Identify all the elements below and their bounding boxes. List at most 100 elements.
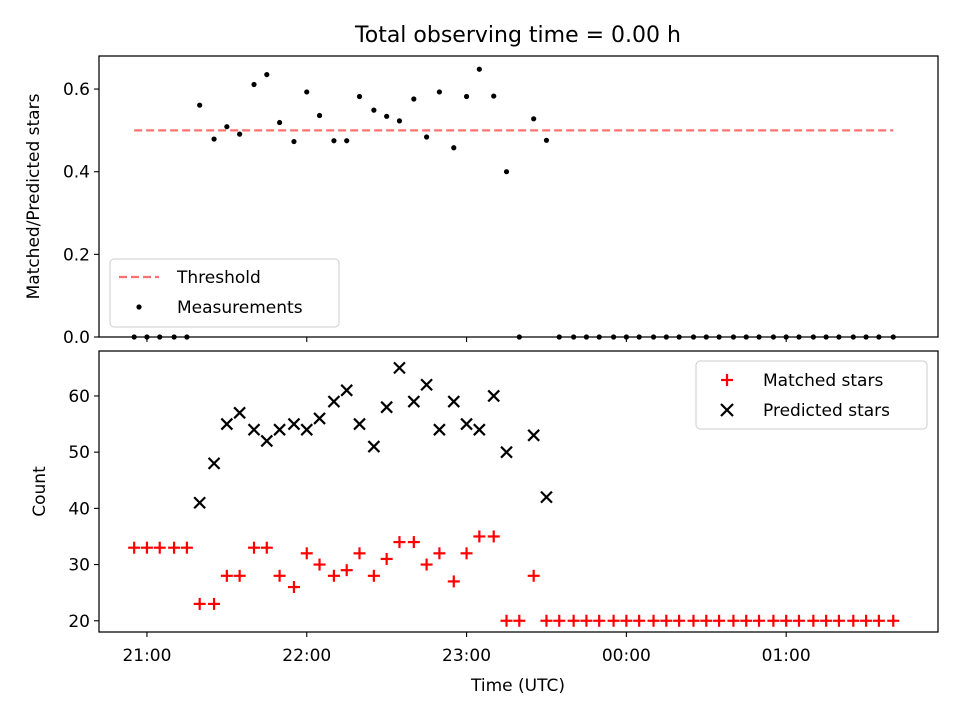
bottom-y-tick-label: 40 xyxy=(68,499,90,519)
predicted-legend-label: Predicted stars xyxy=(763,401,890,421)
matched-star-point xyxy=(193,597,206,610)
matched-star-point xyxy=(633,614,646,627)
predicted-star-point xyxy=(487,389,501,403)
matched-star-point xyxy=(233,569,246,582)
measurement-point xyxy=(503,169,510,175)
measurement-point xyxy=(344,138,350,144)
matched-star-point xyxy=(620,614,633,627)
predicted-star-point xyxy=(273,423,286,436)
x-tick-label: 22:00 xyxy=(282,646,331,666)
bottom-panel: 20 30 40 50 60 21:00 22:00 23:00 00:00 01:00 Coun… xyxy=(30,350,939,666)
matched-star-point xyxy=(460,547,473,560)
matched-star-point xyxy=(393,536,406,549)
predicted-star-point xyxy=(233,406,246,420)
matched-star-point xyxy=(767,614,780,627)
top-legend-box xyxy=(109,258,340,328)
matched-star-point xyxy=(327,569,340,582)
bottom-y-tick-label: 30 xyxy=(68,556,90,576)
matched-star-point xyxy=(433,547,446,560)
matched-star-point xyxy=(872,614,885,627)
x-tick-label: 23:00 xyxy=(442,646,491,666)
matched-star-point xyxy=(128,541,141,554)
matched-star-point xyxy=(580,614,593,627)
x-tick-label: 01:00 xyxy=(762,646,811,666)
predicted-star-point xyxy=(433,423,446,436)
measurement-point xyxy=(371,107,377,113)
measurement-point xyxy=(491,93,497,99)
matched-star-point xyxy=(860,614,873,627)
matched-star-point xyxy=(380,552,393,565)
chart-title: Total observing time = 0.00 h xyxy=(354,23,681,48)
predicted-star-point xyxy=(420,378,433,391)
threshold-legend-label: Threshold xyxy=(176,268,261,288)
predicted-star-point xyxy=(500,445,513,459)
predicted-star-point xyxy=(473,423,486,436)
matched-star-point xyxy=(647,614,660,627)
predicted-star-point xyxy=(207,457,221,470)
matched-star-point xyxy=(660,614,673,627)
measurement-point xyxy=(424,134,430,140)
top-y-axis-label: Matched/Predicted stars xyxy=(24,93,44,299)
matched-star-point xyxy=(500,614,513,627)
matched-star-point xyxy=(792,614,805,627)
measurements-legend-label: Measurements xyxy=(177,298,303,318)
top-y-tick-label: 0.0 xyxy=(63,328,90,348)
predicted-star-point xyxy=(527,429,540,442)
measurement-point xyxy=(384,113,390,119)
top-legend: Threshold Measurements xyxy=(109,258,340,328)
matched-star-point xyxy=(340,564,353,577)
bottom-y-tick-label: 50 xyxy=(68,443,90,463)
measurement-point xyxy=(304,89,310,95)
matched-star-point xyxy=(260,541,273,554)
matched-legend-label: Matched stars xyxy=(763,371,883,391)
matched-star-point xyxy=(220,569,233,582)
matched-star-point xyxy=(727,614,740,627)
matched-legend-swatch xyxy=(721,374,733,386)
matched-star-point xyxy=(553,614,566,627)
predicted-star-point xyxy=(353,417,366,431)
predicted-star-point xyxy=(260,434,274,448)
x-tick-label: 00:00 xyxy=(602,646,651,666)
measurement-point xyxy=(251,81,257,88)
top-y-tick-label: 0.6 xyxy=(63,80,90,100)
bottom-y-axis-label: Count xyxy=(30,466,50,517)
predicted-star-point xyxy=(393,361,406,375)
matched-star-point xyxy=(447,575,460,588)
matched-star-point xyxy=(487,530,500,543)
matched-star-point xyxy=(740,614,753,627)
matched-star-point xyxy=(273,569,286,582)
measurement-point xyxy=(356,93,363,100)
matched-star-point xyxy=(700,614,713,627)
matched-star-point xyxy=(753,614,766,627)
matched-star-point xyxy=(527,569,540,582)
predicted-star-point xyxy=(220,417,234,431)
matched-star-point xyxy=(673,614,686,627)
measurement-point xyxy=(264,71,270,78)
bottom-plot-area xyxy=(128,361,900,627)
measurement-point xyxy=(463,93,470,100)
measurement-point xyxy=(451,145,457,151)
top-y-tick-label: 0.2 xyxy=(63,245,90,265)
measurement-point xyxy=(276,119,283,126)
matched-star-point xyxy=(168,541,181,554)
measurements-legend-swatch xyxy=(136,304,142,310)
matched-star-point xyxy=(407,536,420,549)
predicted-star-point xyxy=(247,423,261,436)
matched-star-point xyxy=(807,614,820,627)
measurement-point xyxy=(543,137,550,143)
predicted-star-point xyxy=(367,440,381,453)
matched-star-point xyxy=(208,597,221,610)
matched-star-point xyxy=(607,614,620,627)
top-plot-area xyxy=(131,66,896,340)
measurement-point xyxy=(411,96,417,102)
x-axis-label: Time (UTC) xyxy=(470,676,565,696)
matched-star-point xyxy=(847,614,860,627)
predicted-star-point xyxy=(193,496,206,510)
matched-star-point xyxy=(513,614,526,627)
bottom-y-tick-label: 20 xyxy=(68,612,90,632)
measurement-point xyxy=(224,124,230,130)
bottom-legend: Matched stars Predicted stars xyxy=(695,360,928,430)
measurement-point xyxy=(436,89,442,95)
x-tick-label: 21:00 xyxy=(122,646,171,666)
